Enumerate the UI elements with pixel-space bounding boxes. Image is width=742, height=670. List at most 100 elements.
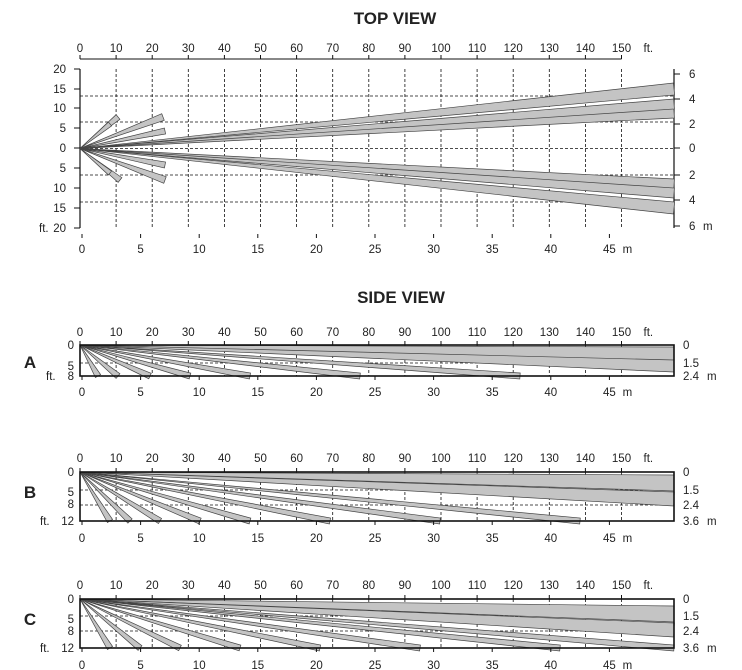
side-b-ft-unit: ft. xyxy=(644,453,654,465)
top-m-tick-10: 10 xyxy=(193,244,206,256)
top-left-unit: ft. xyxy=(39,223,49,235)
side-c-left-tick-12: 12 xyxy=(61,643,74,655)
side-c-m-tick-30: 30 xyxy=(427,660,440,670)
side-c-m-tick-20: 20 xyxy=(310,660,323,670)
side-c-ft-tick-30: 30 xyxy=(182,580,195,592)
side-b-ft-tick-150: 150 xyxy=(612,453,631,465)
side-b-ft-tick-50: 50 xyxy=(254,453,267,465)
side-c-right-tick-1.5: 1.5 xyxy=(683,611,699,623)
side-c-ft-tick-10: 10 xyxy=(110,580,123,592)
side-b-ft-tick-90: 90 xyxy=(399,453,412,465)
side-c-ft-tick-70: 70 xyxy=(326,580,339,592)
side-a-ft-tick-60: 60 xyxy=(290,327,303,339)
side-c-ft-tick-90: 90 xyxy=(399,580,412,592)
side-b-right-tick-0: 0 xyxy=(683,467,689,479)
side-b-ft-tick-140: 140 xyxy=(576,453,595,465)
side-c-right-tick-0: 0 xyxy=(683,594,689,606)
side-c-right-tick-2.4: 2.4 xyxy=(683,626,700,638)
side-a-right-unit: m xyxy=(707,371,717,383)
side-c-ft-tick-120: 120 xyxy=(504,580,523,592)
side-a-m-tick-5: 5 xyxy=(137,387,143,399)
side-a-ft-tick-40: 40 xyxy=(218,327,231,339)
top-ft-tick-140: 140 xyxy=(576,43,595,55)
top-right-tick-2: 2 xyxy=(689,119,695,131)
top-right-tick-0: 0 xyxy=(689,143,695,155)
side-a-m-tick-0: 0 xyxy=(79,387,85,399)
side-c-left-tick-5: 5 xyxy=(68,614,74,626)
side-c-ft-tick-150: 150 xyxy=(612,580,631,592)
side-c-m-unit: m xyxy=(623,660,633,670)
top-left-tick-20: 20 xyxy=(53,223,66,235)
top-right-unit: m xyxy=(703,221,713,233)
top-ft-tick-120: 120 xyxy=(504,43,523,55)
side-a-left-tick-5: 5 xyxy=(68,361,74,373)
top-m-tick-20: 20 xyxy=(310,244,323,256)
side-a-m-tick-35: 35 xyxy=(486,387,499,399)
top-m-tick-35: 35 xyxy=(486,244,499,256)
top-m-tick-0: 0 xyxy=(79,244,85,256)
side-c-ft-tick-20: 20 xyxy=(146,580,159,592)
top-beam-short xyxy=(79,127,167,149)
side-a-ft-tick-90: 90 xyxy=(399,327,412,339)
side-a-ft-tick-0: 0 xyxy=(77,327,83,339)
top-left-tick-15: 15 xyxy=(53,84,66,96)
side-a-m-tick-40: 40 xyxy=(544,387,557,399)
side-c-ft-tick-40: 40 xyxy=(218,580,231,592)
side-a-left-tick-0: 0 xyxy=(68,340,74,352)
top-ft-tick-30: 30 xyxy=(182,43,195,55)
side-b-ft-tick-100: 100 xyxy=(431,453,450,465)
side-b-m-tick-35: 35 xyxy=(486,533,499,545)
side-a-ft-tick-10: 10 xyxy=(110,327,123,339)
side-b-letter: B xyxy=(24,483,36,502)
side-a-m-tick-15: 15 xyxy=(251,387,264,399)
side-a-ft-tick-20: 20 xyxy=(146,327,159,339)
top-view-title: TOP VIEW xyxy=(354,9,437,28)
side-a-ft-tick-140: 140 xyxy=(576,327,595,339)
side-b-m-tick-40: 40 xyxy=(544,533,557,545)
side-a-right-tick-0: 0 xyxy=(683,340,689,352)
side-b-ft-tick-40: 40 xyxy=(218,453,231,465)
side-b-ft-tick-80: 80 xyxy=(362,453,375,465)
side-b-m-tick-10: 10 xyxy=(193,533,206,545)
top-ft-tick-10: 10 xyxy=(110,43,123,55)
side-b-ft-tick-10: 10 xyxy=(110,453,123,465)
side-c-border xyxy=(79,598,675,649)
top-ft-tick-20: 20 xyxy=(146,43,159,55)
top-ft-tick-0: 0 xyxy=(77,43,83,55)
side-a-right-tick-2.4: 2.4 xyxy=(683,371,700,383)
side-c-ft-tick-80: 80 xyxy=(362,580,375,592)
side-b-m-tick-25: 25 xyxy=(369,533,382,545)
top-beam-short xyxy=(79,148,166,169)
side-c-ft-tick-110: 110 xyxy=(468,580,486,592)
side-a-right-tick-1.5: 1.5 xyxy=(683,358,699,370)
top-beam-short xyxy=(79,113,165,149)
side-a-ft-tick-130: 130 xyxy=(540,327,559,339)
side-c-m-tick-25: 25 xyxy=(369,660,382,670)
side-b-m-tick-30: 30 xyxy=(427,533,440,545)
side-b-ft-tick-130: 130 xyxy=(540,453,559,465)
side-b-ft-tick-0: 0 xyxy=(77,453,83,465)
side-b-m-tick-45: 45 xyxy=(603,533,616,545)
side-c-left-tick-8: 8 xyxy=(68,626,74,638)
top-right-tick-2: 2 xyxy=(689,170,695,182)
side-a-ft-tick-50: 50 xyxy=(254,327,267,339)
side-c-m-tick-10: 10 xyxy=(193,660,206,670)
side-a-ft-tick-120: 120 xyxy=(504,327,523,339)
side-a-m-unit: m xyxy=(623,387,633,399)
top-beam-long xyxy=(79,148,675,215)
side-a-m-tick-45: 45 xyxy=(603,387,616,399)
side-b-m-tick-15: 15 xyxy=(251,533,264,545)
top-left-tick-5: 5 xyxy=(60,123,66,135)
side-b-ft-tick-70: 70 xyxy=(326,453,339,465)
top-m-unit: m xyxy=(623,244,633,256)
side-b-left-unit: ft. xyxy=(40,516,50,528)
top-view-chart: 0 10 20 30 40 50 60 70 80 90 100 110 120 130 140 150 ft.… xyxy=(39,43,713,256)
top-m-tick-40: 40 xyxy=(544,244,557,256)
top-ft-tick-80: 80 xyxy=(362,43,375,55)
top-ft-tick-150: 150 xyxy=(612,43,631,55)
top-ft-tick-50: 50 xyxy=(254,43,267,55)
side-c-m-tick-35: 35 xyxy=(486,660,499,670)
side-a-ft-tick-30: 30 xyxy=(182,327,195,339)
side-b-right-tick-2.4: 2.4 xyxy=(683,500,700,512)
side-c-m-tick-15: 15 xyxy=(251,660,264,670)
